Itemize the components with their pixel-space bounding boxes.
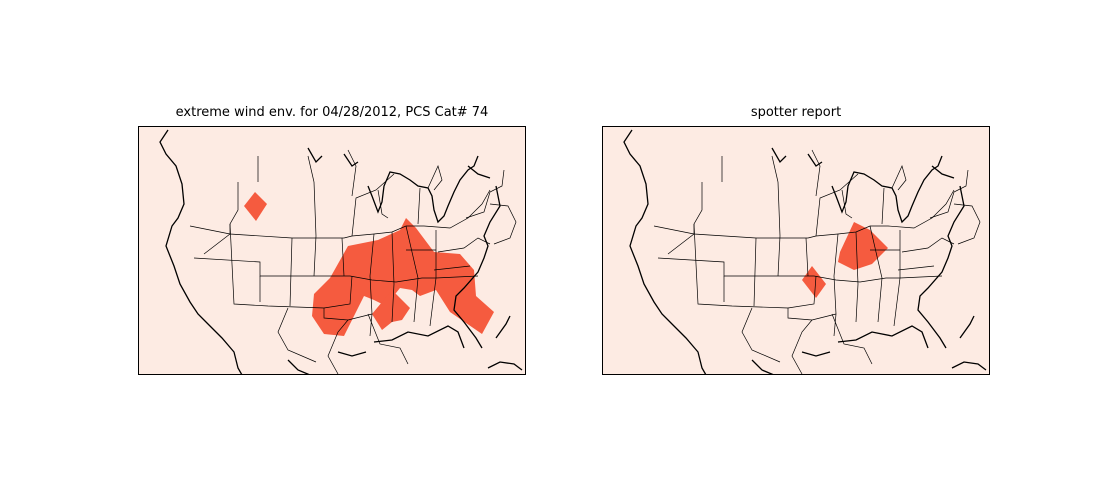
- left-panel-title: extreme wind env. for 04/28/2012, PCS Ca…: [175, 105, 489, 120]
- right-map-svg: [602, 126, 990, 375]
- left-map-panel: [138, 126, 526, 375]
- map-frame: [602, 126, 990, 375]
- map-background: [138, 126, 526, 375]
- state-borders: [653, 149, 981, 375]
- left-map-svg: [138, 126, 526, 375]
- highlight-region-idaho: [244, 192, 267, 221]
- map-frame: [138, 126, 526, 375]
- highlight-region-gulf: [372, 290, 410, 330]
- highlight-region-southcentral: [312, 218, 494, 336]
- coastlines: [623, 129, 987, 375]
- state-borders: [189, 149, 517, 375]
- right-panel-title: spotter report: [750, 105, 842, 120]
- right-map-panel: [602, 126, 990, 375]
- highlight-regions: [244, 192, 494, 336]
- coastlines: [159, 129, 523, 375]
- map-background: [602, 126, 990, 375]
- highlight-region-ohio-valley: [838, 222, 888, 270]
